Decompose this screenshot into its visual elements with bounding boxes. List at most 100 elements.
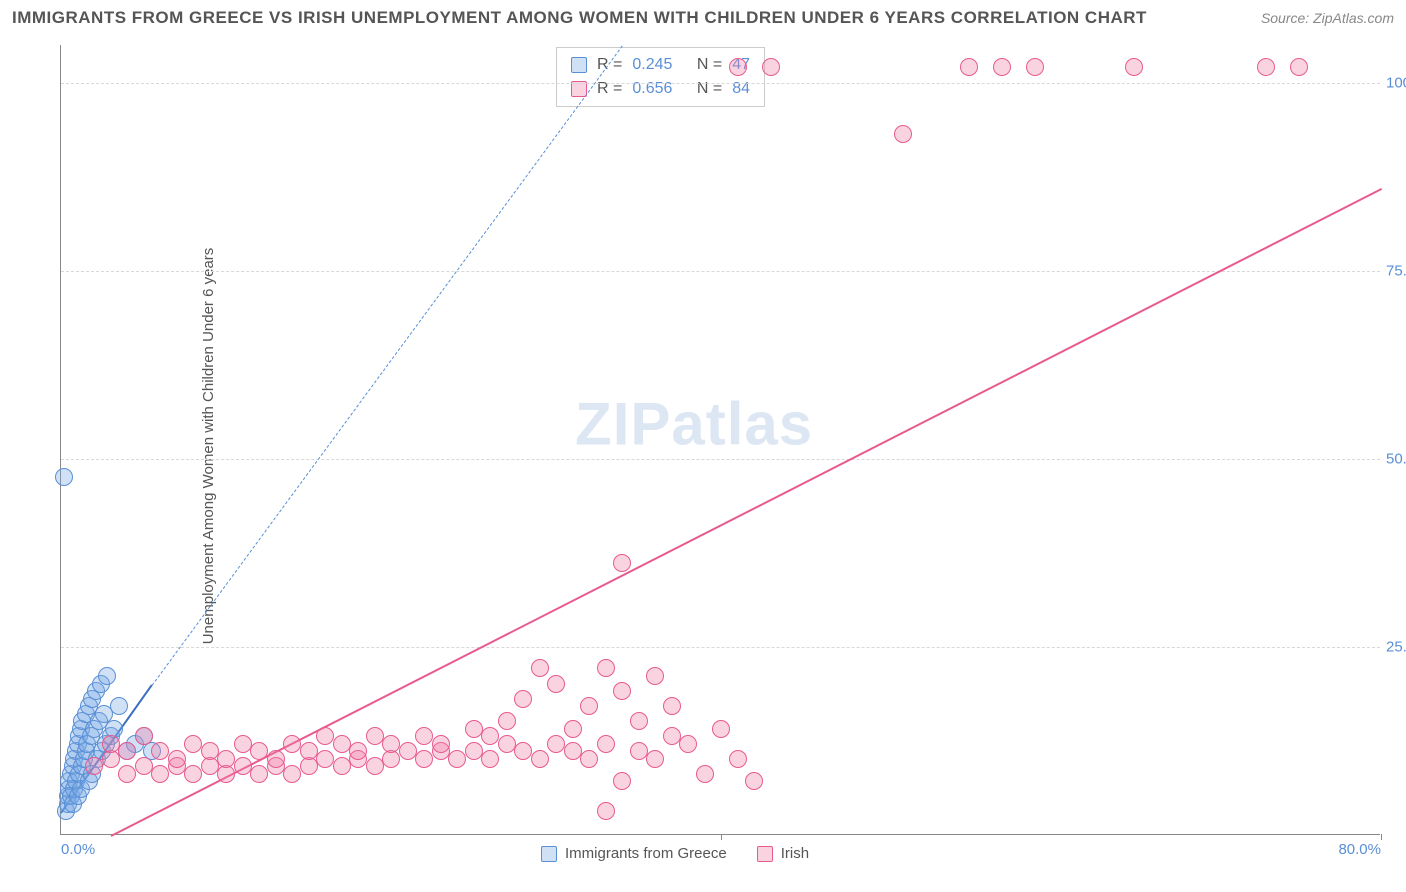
- x-tick-mark: [721, 834, 722, 840]
- data-point: [597, 735, 615, 753]
- data-point: [514, 742, 532, 760]
- x-tick-label: 80.0%: [1338, 841, 1381, 858]
- watermark: ZIPatlas: [575, 389, 813, 458]
- data-point: [300, 742, 318, 760]
- bottom-legend: Immigrants from Greece Irish: [541, 845, 809, 862]
- data-point: [135, 727, 153, 745]
- data-point: [547, 735, 565, 753]
- data-point: [1257, 58, 1275, 76]
- data-point: [102, 735, 120, 753]
- data-point: [55, 468, 73, 486]
- data-point: [1026, 58, 1044, 76]
- data-point: [762, 58, 780, 76]
- gridline: [61, 459, 1380, 460]
- data-point: [745, 772, 763, 790]
- data-point: [250, 742, 268, 760]
- y-tick-label: 50.0%: [1386, 450, 1406, 467]
- data-point: [333, 735, 351, 753]
- swatch-greece-icon: [571, 57, 587, 73]
- data-point: [547, 675, 565, 693]
- gridline: [61, 83, 1380, 84]
- legend-item-greece: Immigrants from Greece: [541, 845, 727, 862]
- data-point: [613, 772, 631, 790]
- chart-title: IMMIGRANTS FROM GREECE VS IRISH UNEMPLOY…: [12, 8, 1147, 28]
- data-point: [98, 667, 116, 685]
- data-point: [234, 757, 252, 775]
- data-point: [663, 727, 681, 745]
- data-point: [481, 750, 499, 768]
- data-point: [481, 727, 499, 745]
- data-point: [465, 742, 483, 760]
- data-point: [366, 727, 384, 745]
- data-point: [531, 659, 549, 677]
- data-point: [960, 58, 978, 76]
- stats-row-greece: R = 0.245 N = 47: [571, 53, 750, 77]
- data-point: [168, 750, 186, 768]
- data-point: [382, 735, 400, 753]
- data-point: [366, 757, 384, 775]
- data-point: [283, 765, 301, 783]
- data-point: [465, 720, 483, 738]
- swatch-greece-icon: [541, 846, 557, 862]
- data-point: [234, 735, 252, 753]
- gridline: [61, 647, 1380, 648]
- swatch-irish-icon: [757, 846, 773, 862]
- data-point: [217, 750, 235, 768]
- correlation-stats-box: R = 0.245 N = 47 R = 0.656 N = 84: [556, 47, 765, 107]
- data-point: [729, 58, 747, 76]
- data-point: [85, 757, 103, 775]
- data-point: [118, 765, 136, 783]
- data-point: [894, 125, 912, 143]
- data-point: [201, 742, 219, 760]
- data-point: [184, 765, 202, 783]
- data-point: [564, 720, 582, 738]
- data-point: [349, 742, 367, 760]
- data-point: [597, 802, 615, 820]
- data-point: [580, 697, 598, 715]
- data-point: [498, 712, 516, 730]
- data-point: [613, 554, 631, 572]
- data-point: [316, 727, 334, 745]
- data-point: [1290, 58, 1308, 76]
- legend-item-irish: Irish: [757, 845, 809, 862]
- data-point: [597, 659, 615, 677]
- data-point: [712, 720, 730, 738]
- stats-row-irish: R = 0.656 N = 84: [571, 77, 750, 101]
- data-point: [151, 765, 169, 783]
- data-point: [514, 690, 532, 708]
- data-point: [118, 742, 136, 760]
- data-point: [679, 735, 697, 753]
- data-point: [630, 742, 648, 760]
- data-point: [498, 735, 516, 753]
- data-point: [729, 750, 747, 768]
- data-point: [316, 750, 334, 768]
- data-point: [696, 765, 714, 783]
- data-point: [613, 682, 631, 700]
- data-point: [250, 765, 268, 783]
- data-point: [333, 757, 351, 775]
- data-point: [151, 742, 169, 760]
- trend-line: [110, 188, 1381, 837]
- data-point: [531, 750, 549, 768]
- data-point: [415, 750, 433, 768]
- data-point: [993, 58, 1011, 76]
- source-attribution: Source: ZipAtlas.com: [1261, 10, 1394, 26]
- gridline: [61, 271, 1380, 272]
- data-point: [630, 712, 648, 730]
- scatter-plot-area: ZIPatlas R = 0.245 N = 47 R = 0.656 N = …: [60, 45, 1380, 835]
- y-tick-label: 25.0%: [1386, 638, 1406, 655]
- data-point: [646, 750, 664, 768]
- data-point: [110, 697, 128, 715]
- y-tick-label: 100.0%: [1386, 74, 1406, 91]
- data-point: [432, 735, 450, 753]
- data-point: [646, 667, 664, 685]
- data-point: [184, 735, 202, 753]
- trend-line: [151, 45, 622, 685]
- data-point: [663, 697, 681, 715]
- data-point: [267, 750, 285, 768]
- data-point: [135, 757, 153, 775]
- data-point: [564, 742, 582, 760]
- x-tick-mark: [1381, 834, 1382, 840]
- data-point: [1125, 58, 1143, 76]
- data-point: [448, 750, 466, 768]
